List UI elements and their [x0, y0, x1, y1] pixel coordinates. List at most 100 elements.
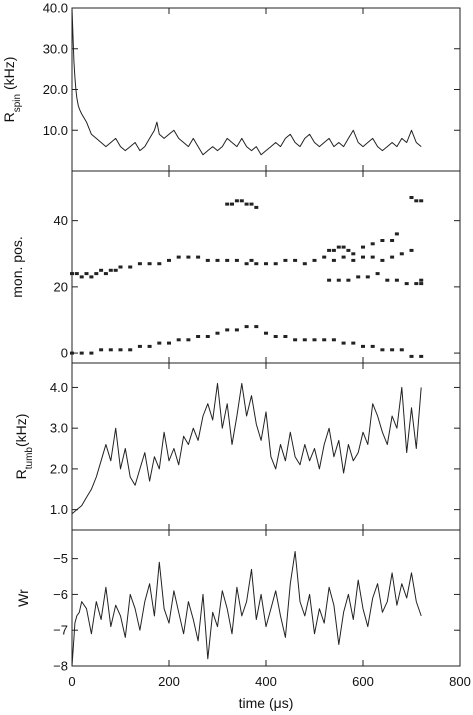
monpos-point — [249, 258, 254, 262]
x-tick-label: 400 — [255, 674, 277, 689]
monpos-point — [74, 272, 79, 276]
panel-rspin-series — [71, 7, 422, 156]
panel-monpos-ylabel: mon. pos. — [9, 236, 25, 297]
rtumb-series-line — [71, 382, 422, 515]
panel-wr-series — [71, 551, 422, 667]
monpos-point — [186, 255, 191, 259]
monpos-point — [399, 348, 404, 352]
monpos-point — [283, 335, 288, 338]
monpos-point — [249, 202, 254, 206]
panel-rspin: 10.0 20.0 30.0 40.0 Rspin (kHz) — [1, 1, 461, 172]
monpos-point — [167, 258, 171, 262]
monpos-point — [409, 354, 414, 358]
rspin-ytick-label: 20.0 — [43, 82, 68, 97]
monpos-point — [157, 341, 162, 345]
monpos-point — [356, 275, 361, 279]
monpos-point — [234, 199, 239, 203]
monpos-point — [99, 268, 104, 272]
monpos-point — [361, 245, 365, 249]
panel-rtumb-xticks — [71, 363, 461, 530]
monpos-point — [322, 338, 327, 342]
wr-ytick-label: −8 — [53, 659, 68, 674]
monpos-point — [399, 252, 404, 256]
panel-monpos: 0 20 40 mon. pos. — [9, 170, 461, 364]
rspin-ytick-label: 40.0 — [43, 1, 68, 16]
monpos-point — [327, 248, 332, 252]
monpos-point — [390, 255, 395, 259]
monpos-point — [225, 202, 230, 206]
monpos-point — [409, 248, 414, 252]
monpos-point — [239, 199, 244, 203]
monpos-point — [394, 278, 399, 282]
x-tick-labels: 0 200 400 600 800 — [68, 674, 470, 689]
panel-monpos-xticks — [71, 171, 461, 363]
panel-rtumb-series — [71, 382, 422, 515]
monpos-point — [84, 272, 89, 276]
monpos-point — [176, 338, 181, 342]
monpos-point — [137, 344, 142, 348]
monpos-point — [264, 331, 268, 335]
monpos-point — [331, 248, 336, 252]
panel-wr: −8 −7 −6 −5 Wr — [15, 529, 461, 674]
monpos-point — [234, 258, 239, 262]
monpos-point — [234, 328, 239, 332]
monpos-point — [293, 338, 298, 342]
monpos-point — [244, 262, 249, 266]
x-tick-label: 0 — [68, 674, 75, 689]
monpos-point — [118, 265, 123, 269]
panel-rspin-ylabel: Rspin (kHz) — [1, 57, 23, 123]
monpos-point — [254, 205, 259, 209]
monpos-point — [99, 348, 104, 352]
monpos-point — [341, 255, 346, 259]
wr-ytick-label: −7 — [53, 623, 68, 638]
monpos-point — [380, 239, 385, 242]
monpos-point — [380, 258, 385, 262]
rspin-ytick-label: 10.0 — [43, 123, 68, 138]
monpos-point — [419, 199, 424, 203]
panel-monpos-yticks: 0 20 40 — [54, 213, 460, 361]
wr-ytick-label: −5 — [53, 551, 68, 566]
monpos-point — [341, 245, 346, 249]
monpos-point — [380, 348, 385, 352]
monpos-point — [225, 258, 230, 262]
monpos-point — [414, 282, 419, 286]
monpos-point — [283, 258, 288, 262]
monpos-ytick-label: 20 — [54, 279, 68, 294]
monpos-point — [302, 338, 307, 342]
rspin-ytick-label: 30.0 — [43, 41, 68, 56]
monpos-point — [70, 272, 74, 276]
monpos-point — [361, 344, 365, 348]
monpos-point — [419, 278, 424, 282]
monpos-point — [264, 262, 268, 266]
monpos-point — [375, 272, 380, 276]
monpos-point — [385, 278, 390, 282]
monpos-point — [370, 242, 375, 246]
rtumb-ytick-label: 1.0 — [50, 502, 68, 517]
monpos-point — [108, 348, 113, 352]
monpos-point — [70, 351, 74, 355]
monpos-point — [225, 328, 230, 332]
monpos-point — [361, 255, 365, 259]
panel-rtumb: 1.0 2.0 3.0 4.0 Rtumb(kHz) — [13, 362, 461, 531]
monpos-point — [293, 258, 298, 262]
monpos-point — [419, 282, 424, 286]
rtumb-ytick-label: 4.0 — [50, 380, 68, 395]
monpos-point — [215, 258, 220, 262]
monpos-point — [409, 196, 414, 199]
panel-wr-yticks: −8 −7 −6 −5 — [53, 551, 460, 674]
monpos-point — [230, 202, 234, 206]
monpos-point — [113, 268, 118, 272]
monpos-point — [103, 272, 108, 276]
monpos-point — [312, 338, 317, 342]
monpos-point — [414, 199, 419, 203]
monpos-point — [94, 272, 99, 276]
panel-rtumb-yticks: 1.0 2.0 3.0 4.0 — [50, 380, 460, 517]
monpos-point — [370, 255, 375, 259]
monpos-point — [244, 202, 249, 206]
monpos-point — [341, 341, 346, 345]
panel-rtumb-ylabel: Rtumb(kHz) — [13, 414, 35, 480]
monpos-point — [273, 262, 278, 266]
monpos-point — [419, 354, 424, 358]
monpos-point — [390, 239, 395, 242]
